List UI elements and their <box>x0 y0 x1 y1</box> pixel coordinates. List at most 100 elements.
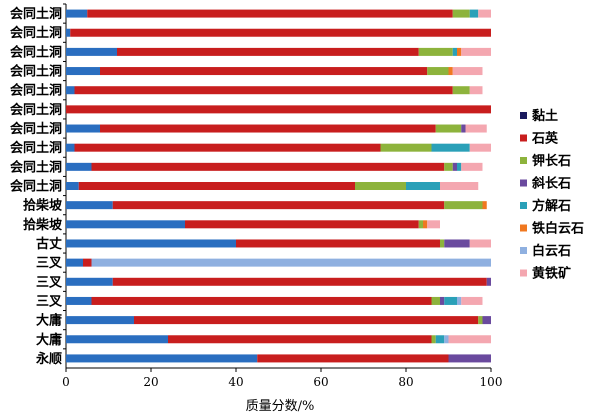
bar-segment <box>444 335 449 344</box>
category-label: 三叉 <box>36 294 63 309</box>
bar-segment <box>418 220 423 229</box>
bar-segment <box>465 124 487 133</box>
bar-segment <box>83 258 92 267</box>
bar-segment <box>478 316 483 325</box>
bar-segment <box>440 239 445 248</box>
category-label: 拾柴坡 <box>23 217 63 233</box>
bar-segment <box>78 182 355 190</box>
category-label: 会同土洞 <box>10 102 62 118</box>
bar-segment <box>452 162 457 171</box>
bar-segment <box>66 296 92 305</box>
category-label: 会同土洞 <box>10 121 62 137</box>
bar-segment <box>448 335 491 344</box>
bar-segment <box>452 67 483 76</box>
bar-group <box>66 9 491 363</box>
legend-label: 石英 <box>531 131 559 147</box>
category-label: 会同土洞 <box>10 25 62 41</box>
category-label: 拾柴坡 <box>23 198 63 214</box>
bar-segment <box>440 182 479 190</box>
x-tick-label: 0 <box>62 375 70 389</box>
bar-segment <box>448 67 453 76</box>
legend-label: 黄铁矿 <box>532 266 571 282</box>
bar-segment <box>478 9 491 18</box>
bar-segment <box>457 47 462 56</box>
bar-segment <box>452 86 470 95</box>
bar-segment <box>457 296 462 305</box>
category-label: 大庸 <box>36 313 62 329</box>
x-axis-title: 质量分数/% <box>246 399 315 414</box>
legend-swatch <box>520 134 527 142</box>
category-labels: 会同土洞会同土洞会同土洞会同土洞会同土洞会同土洞会同土洞会同土洞会同土洞会同土洞… <box>10 3 66 367</box>
bar-segment <box>461 47 491 56</box>
bar-segment <box>168 335 432 344</box>
bar-segment <box>461 296 483 305</box>
bar-segment <box>66 201 113 210</box>
category-label: 会同土洞 <box>10 159 62 175</box>
category-label: 三叉 <box>36 256 63 271</box>
bar-segment <box>431 296 440 305</box>
bar-segment <box>469 143 491 152</box>
bar-segment <box>66 277 113 286</box>
bar-segment <box>431 143 470 152</box>
category-label: 会同土洞 <box>10 6 62 22</box>
category-label: 会同土洞 <box>10 44 62 60</box>
legend-swatch <box>520 157 527 164</box>
bar-segment <box>435 335 445 344</box>
bar-segment <box>444 201 483 210</box>
legend-label: 黏土 <box>532 108 558 124</box>
category-label: 会同土洞 <box>10 140 62 156</box>
legend-swatch <box>520 202 527 209</box>
bar-segment <box>66 220 185 229</box>
bar-segment <box>66 162 92 171</box>
bar-segment <box>66 316 134 325</box>
bar-segment <box>457 162 462 171</box>
legend-swatch <box>520 224 527 232</box>
category-label: 三叉 <box>36 275 63 290</box>
bar-segment <box>469 9 479 18</box>
bar-segment <box>66 143 75 152</box>
bar-segment <box>452 47 457 56</box>
x-tick-label: 100 <box>480 375 503 389</box>
bar-segment <box>134 316 479 325</box>
bar-segment <box>66 239 236 248</box>
bar-segment <box>112 201 445 210</box>
x-tick-label: 20 <box>143 375 158 389</box>
bar-segment <box>91 162 445 171</box>
bar-segment <box>482 316 491 325</box>
bar-segment <box>100 124 436 133</box>
category-label: 会同土洞 <box>10 179 62 195</box>
bar-segment <box>100 67 428 76</box>
bar-segment <box>355 182 406 190</box>
x-tick-label: 60 <box>313 375 328 389</box>
bar-segment <box>91 258 491 267</box>
bar-segment <box>427 220 440 229</box>
legend-swatch <box>520 269 527 277</box>
legend-label: 方解石 <box>532 198 571 214</box>
bar-segment <box>66 258 83 267</box>
bar-segment <box>423 220 428 229</box>
legend-label: 铁白云石 <box>531 221 584 237</box>
bar-segment <box>257 354 449 363</box>
bar-segment <box>112 277 487 286</box>
bar-segment <box>66 67 100 76</box>
bar-segment <box>431 335 436 344</box>
bar-segment <box>469 239 491 248</box>
legend-label: 斜长石 <box>531 176 571 192</box>
bar-segment <box>444 296 457 305</box>
bar-segment <box>66 86 75 95</box>
legend-label: 白云石 <box>532 243 571 259</box>
x-axis: 0 20 40 60 80 100 <box>62 368 502 389</box>
category-label: 会同土洞 <box>10 83 62 99</box>
legend-swatch <box>520 179 527 187</box>
bar-segment <box>435 124 462 133</box>
bar-segment <box>440 296 445 305</box>
bar-segment <box>380 143 432 152</box>
bar-segment <box>469 86 483 95</box>
bar-segment <box>74 143 381 152</box>
bar-segment <box>74 86 453 95</box>
bar-segment <box>452 9 470 18</box>
bar-segment <box>87 9 453 18</box>
bar-segment <box>66 124 100 133</box>
